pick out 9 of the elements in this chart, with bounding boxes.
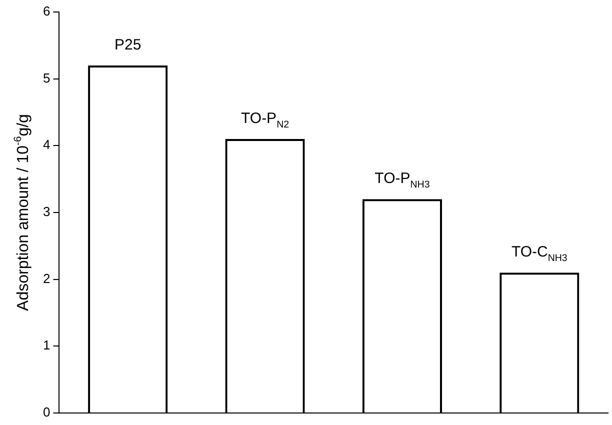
y-tick-label: 3: [42, 204, 50, 220]
y-tick-label: 1: [42, 338, 50, 353]
y-axis-title: Adsorption amount / 10-6g/g: [12, 114, 32, 311]
x-tick-label: P25: [114, 36, 142, 54]
y-tick-label: 2: [42, 270, 50, 286]
y-tick-label: 4: [42, 137, 50, 152]
y-tick-label: 0: [42, 404, 50, 420]
y-tick-label: 6: [42, 4, 50, 19]
y-tick-label: 5: [42, 70, 50, 86]
